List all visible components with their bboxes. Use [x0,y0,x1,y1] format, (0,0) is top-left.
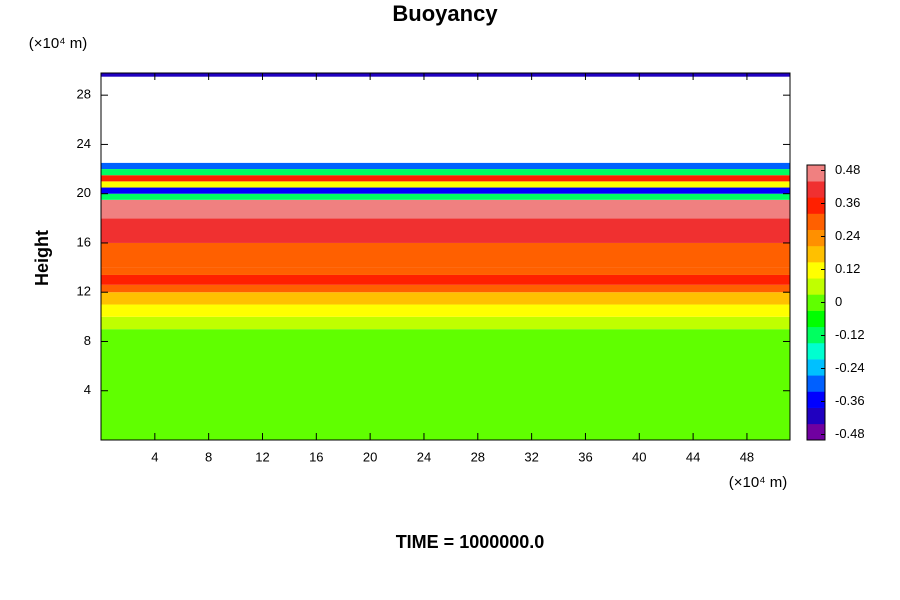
colorbar-tick-label: 0.36 [835,195,860,210]
colorbar-segment [807,197,825,214]
x-tick-label: 12 [255,449,269,464]
x-tick-label: 8 [205,449,212,464]
colorbar-segment [807,407,825,425]
colorbar-segment [807,229,825,247]
contour-band [101,169,790,176]
contour-band [101,181,790,188]
colorbar-segment [807,294,825,311]
contour-band [101,193,790,200]
colorbar-tick-label: 0 [835,294,842,309]
contour-band [101,242,790,268]
plot-frame [100,72,791,441]
colorbar-segment [807,213,825,231]
colorbar-tick-label: 0.24 [835,228,860,243]
contour-band [101,304,790,317]
contour-band [101,274,790,285]
x-tick-label: 36 [578,449,592,464]
colorbar-segment [807,278,825,295]
colorbar-segment [807,359,825,376]
x-tick-label: 4 [151,449,158,464]
x-tick-label: 24 [417,449,431,464]
y-tick-label: 4 [84,382,91,397]
contour-band [101,162,790,170]
colorbar-segment [807,181,825,198]
y-tick-label: 16 [77,234,91,249]
y-tick-label: 24 [77,136,91,151]
y-tick-label: 12 [77,284,91,299]
colorbar-tick-label: 0.48 [835,162,860,177]
colorbar-tick-label: -0.12 [835,327,865,342]
x-tick-label: 28 [471,449,485,464]
contour-band [101,316,790,330]
contour-band [101,267,790,275]
colorbar-segment [807,245,825,263]
y-unit: (×10⁴ m) [29,35,88,52]
x-tick-label: 16 [309,449,323,464]
colorbar-tick-label: -0.36 [835,393,865,408]
x-tick-label: 40 [632,449,646,464]
contour-band [101,218,790,243]
colorbar-tick-label: -0.24 [835,360,865,375]
chart-title: Buoyancy [392,1,498,26]
contour-band [101,187,790,194]
colorbar-segment [807,391,825,408]
contour-band [101,284,790,293]
x-tick-label: 44 [686,449,700,464]
footer: TIME = 1000000.0 [396,532,545,552]
y-tick-label: 28 [77,87,91,102]
contour-band [101,292,790,305]
colorbar-segment [807,262,825,279]
colorbar-segment [807,310,825,328]
x-tick-label: 32 [524,449,538,464]
x-tick-label: 20 [363,449,377,464]
contour-band [101,175,790,182]
y-tick-label: 20 [77,185,91,200]
x-unit: (×10⁴ m) [729,474,788,491]
x-tick-label: 48 [740,449,754,464]
colorbar-segment [807,326,825,344]
contour-band [101,73,790,77]
colorbar-tick-label: -0.48 [835,426,865,441]
colorbar-segment [807,342,825,360]
colorbar-segment [807,423,825,441]
colorbar-tick-label: 0.12 [835,261,860,276]
y-axis-label: Height [32,230,52,286]
colorbar-segment [807,165,825,182]
contour-band [101,329,790,440]
contour-band [101,199,790,219]
y-tick-label: 8 [84,333,91,348]
colorbar-segment [807,375,825,392]
